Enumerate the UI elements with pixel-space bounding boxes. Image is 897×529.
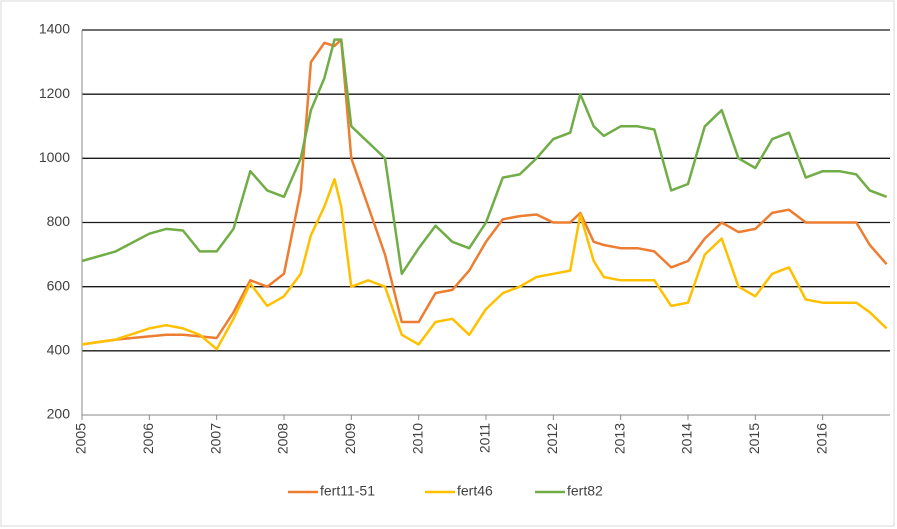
x-tick-label: 2013 [611,423,627,454]
legend-label: fert11-51 [320,483,375,499]
x-tick-label: 2007 [207,423,223,454]
x-tick-label: 2005 [73,423,89,454]
x-tick-label: 2010 [409,423,425,454]
y-tick-label: 200 [47,406,71,422]
line [81,38,888,346]
line [81,38,888,276]
x-tick-label: 2009 [342,423,358,454]
y-tick-label: 400 [47,342,71,358]
x-tick-label: 2008 [275,423,291,454]
x-tick-label: 2015 [746,423,762,454]
y-tick-label: 800 [47,213,71,229]
y-tick-label: 1400 [39,21,70,37]
y-tick-label: 1200 [39,85,70,101]
x-tick-label: 2011 [477,423,493,453]
legend-label: fert46 [457,483,493,499]
x-tick-label: 2006 [140,423,156,454]
y-tick-label: 1000 [39,149,70,165]
legend-label: fert82 [567,483,603,499]
x-tick-label: 2012 [544,423,560,454]
x-tick-label: 2014 [679,423,695,454]
x-tick-label: 2016 [813,423,829,454]
y-tick-label: 600 [47,277,71,293]
line [81,177,888,351]
